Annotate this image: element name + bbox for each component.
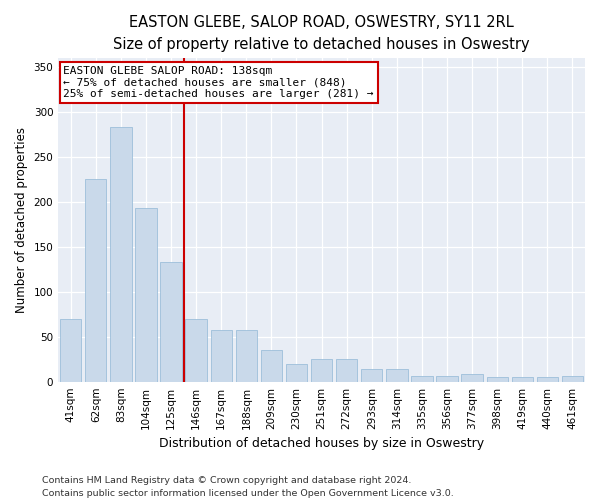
Text: EASTON GLEBE SALOP ROAD: 138sqm
← 75% of detached houses are smaller (848)
25% o: EASTON GLEBE SALOP ROAD: 138sqm ← 75% of… [64,66,374,99]
Bar [487,377,508,382]
Bar [211,330,232,382]
Bar [537,377,558,382]
Bar [311,359,332,382]
Bar [361,369,382,382]
Bar [136,208,157,382]
Title: EASTON GLEBE, SALOP ROAD, OSWESTRY, SY11 2RL
Size of property relative to detach: EASTON GLEBE, SALOP ROAD, OSWESTRY, SY11… [113,15,530,52]
Bar [185,318,207,382]
Bar [160,262,182,382]
Bar [411,376,433,382]
Bar [110,127,131,382]
Bar [336,359,358,382]
Bar [512,377,533,382]
Bar [386,369,407,382]
X-axis label: Distribution of detached houses by size in Oswestry: Distribution of detached houses by size … [159,437,484,450]
Bar [236,330,257,382]
Bar [436,376,458,382]
Bar [261,350,282,382]
Bar [85,179,106,382]
Y-axis label: Number of detached properties: Number of detached properties [15,126,28,312]
Bar [461,374,483,382]
Bar [286,364,307,382]
Bar [562,376,583,382]
Bar [60,318,82,382]
Text: Contains HM Land Registry data © Crown copyright and database right 2024.
Contai: Contains HM Land Registry data © Crown c… [42,476,454,498]
